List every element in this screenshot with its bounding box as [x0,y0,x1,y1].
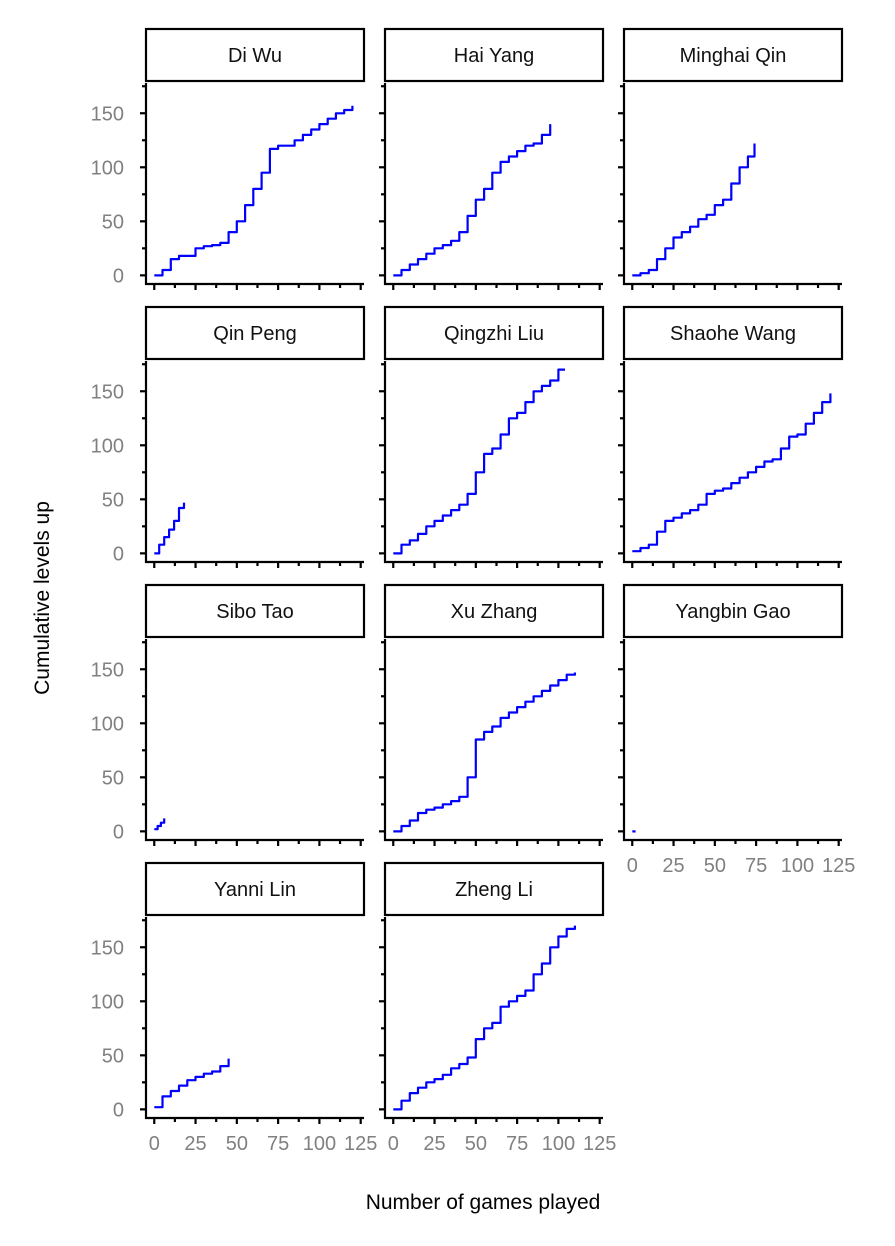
facet-label: Yangbin Gao [675,601,790,623]
y-tick-label: 50 [102,767,124,789]
panel-di-wu: Di Wu 0 50 100 150 [91,27,366,290]
series-line-zheng-li [393,925,576,1111]
facet-label: Xu Zhang [451,601,538,623]
facet-label: Di Wu [228,45,282,67]
y-tick-label: 100 [91,991,124,1013]
facet-strip [383,305,605,361]
y-axis-title: Cumulative levels up [31,501,54,695]
x-tick-label: 50 [704,855,726,877]
panel-hai-yang: Hai Yang [379,27,605,290]
x-axis-title: Number of games played [366,1191,601,1214]
x-tick-label: 25 [184,1133,206,1155]
series-line-yanni-lin [154,1058,230,1109]
panel-minghai-qin: Minghai Qin [618,27,844,290]
y-tick-label: 100 [91,157,124,179]
y-tick-label: 50 [102,211,124,233]
y-tick-label: 150 [91,659,124,681]
x-tick-label: 0 [149,1133,160,1155]
panel-xu-zhang: Xu Zhang [379,583,605,846]
series-line-xu-zhang [393,672,576,833]
x-tick-label: 25 [662,855,684,877]
x-tick-label: 100 [781,855,814,877]
facet-strip [622,27,844,83]
facet-strip [383,861,605,917]
x-tick-label: 75 [267,1133,289,1155]
x-tick-label: 0 [388,1133,399,1155]
y-tick-label: 150 [91,103,124,125]
y-tick-label: 0 [113,821,124,843]
series-line-di-wu [154,105,354,277]
series-line-shaohe-wang [632,393,832,553]
series-line-hai-yang [393,124,552,277]
y-tick-label: 50 [102,1045,124,1067]
facet-strip [383,27,605,83]
facet-strip [144,27,366,83]
x-tick-label: 100 [303,1133,336,1155]
x-tick-label: 125 [822,855,855,877]
y-tick-label: 50 [102,489,124,511]
panel-zheng-li: Zheng Li 0 25 50 75 100 125 [379,861,616,1155]
facet-strip [144,861,366,917]
panels-layer: Di Wu 0 50 100 150 Hai Yang Minghai Qin Qin Pen… [91,27,855,1155]
x-tick-label: 75 [506,1133,528,1155]
facet-strip [622,583,844,639]
y-tick-label: 150 [91,937,124,959]
facet-strip [622,305,844,361]
y-tick-label: 0 [113,265,124,287]
x-tick-label: 125 [344,1133,377,1155]
x-tick-label: 75 [745,855,767,877]
facet-label: Minghai Qin [680,45,787,67]
panel-yanni-lin: Yanni Lin 0 50 100 150 0 25 50 75 100 125 [91,861,377,1155]
y-tick-label: 150 [91,381,124,403]
series-line-qin-peng [154,502,186,555]
facet-strip [144,583,366,639]
x-tick-label: 50 [465,1133,487,1155]
facet-strip [383,583,605,639]
panel-qin-peng: Qin Peng 0 50 100 150 [91,305,366,568]
facet-label: Zheng Li [455,879,533,901]
series-line-sibo-tao [154,818,166,831]
facet-strip [144,305,366,361]
facet-label: Hai Yang [454,45,534,67]
panel-shaohe-wang: Shaohe Wang [618,305,844,568]
facet-label: Yanni Lin [214,879,296,901]
y-tick-label: 0 [113,543,124,565]
x-tick-label: 100 [542,1133,575,1155]
x-tick-label: 25 [423,1133,445,1155]
panel-yangbin-gao: Yangbin Gao 0 25 50 75 100 125 [618,583,855,877]
x-tick-label: 0 [627,855,638,877]
facet-label: Shaohe Wang [670,323,796,345]
facet-label: Sibo Tao [216,601,293,623]
y-tick-label: 100 [91,435,124,457]
x-tick-label: 50 [226,1133,248,1155]
series-line-qingzhi-liu [393,368,565,555]
panel-qingzhi-liu: Qingzhi Liu [379,305,605,568]
facet-label: Qingzhi Liu [444,323,544,345]
series-line-minghai-qin [632,143,756,277]
y-tick-label: 0 [113,1099,124,1121]
facet-label: Qin Peng [213,323,296,345]
x-tick-label: 125 [583,1133,616,1155]
panel-sibo-tao: Sibo Tao 0 50 100 150 [91,583,366,846]
y-tick-label: 100 [91,713,124,735]
